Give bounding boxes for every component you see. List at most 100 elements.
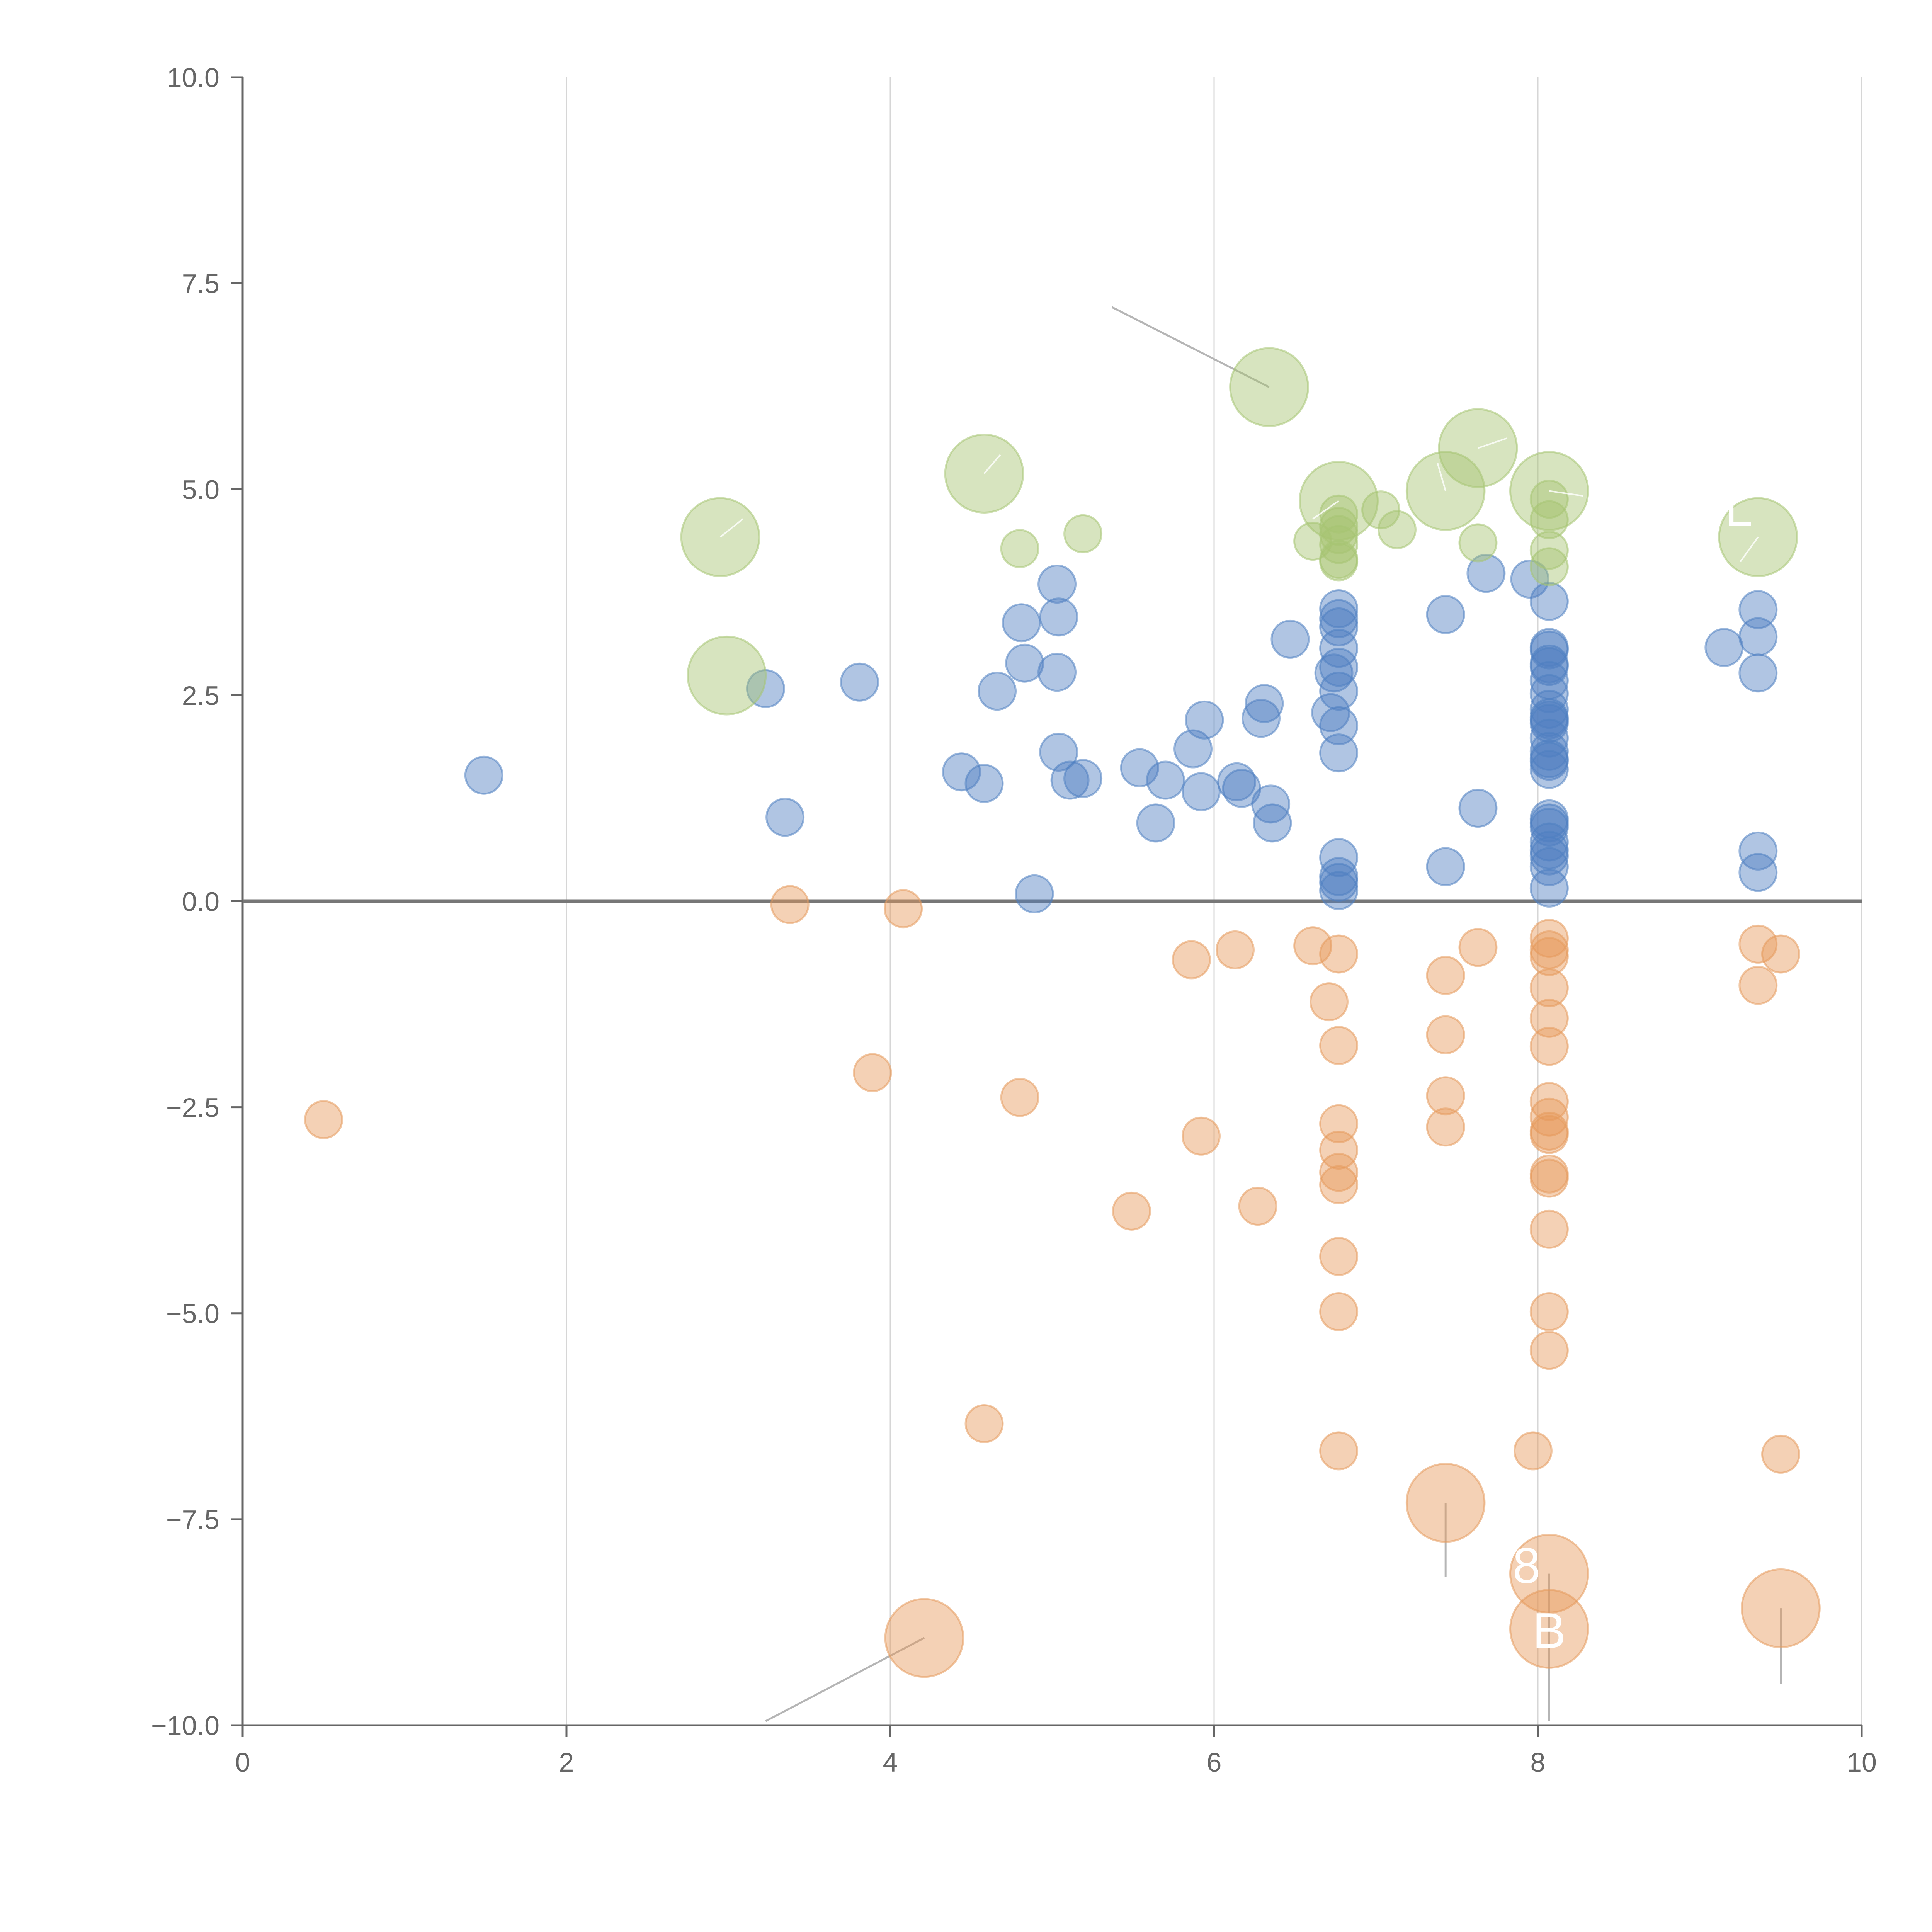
blue-bubble (1050, 760, 1090, 800)
blue-bubble (1245, 684, 1284, 723)
blue-bubble (1510, 560, 1549, 599)
orange-bubble (884, 1598, 964, 1678)
orange-bubble (1238, 1187, 1277, 1226)
orange-bubble (1738, 966, 1778, 1005)
bubble-label: B (1532, 1602, 1566, 1659)
x-tick-label: 6 (1207, 1747, 1222, 1777)
blue-bubble (1063, 759, 1103, 798)
orange-bubble (1513, 1431, 1553, 1471)
blue-bubble (1319, 862, 1359, 902)
bubble-label: 8 (1513, 1537, 1541, 1594)
orange-bubble (1426, 1076, 1465, 1116)
blue-bubble (1738, 617, 1778, 656)
green-bubble (1529, 480, 1569, 519)
blue-bubble (1319, 607, 1359, 646)
blue-bubble (765, 798, 805, 837)
orange-bubble (1509, 1589, 1589, 1669)
x-tick-label: 4 (883, 1747, 898, 1777)
orange-bubble (1309, 982, 1349, 1022)
green-bubble (1529, 547, 1569, 587)
blue-bubble (1242, 699, 1281, 738)
blue-bubble (1015, 874, 1054, 913)
blue-bubble (464, 755, 503, 795)
blue-bubble (1319, 648, 1359, 687)
blue-bubble (1529, 647, 1569, 686)
orange-bubble (1529, 1158, 1569, 1198)
blue-bubble (1319, 871, 1359, 910)
orange-bubble (1529, 1292, 1569, 1331)
green-bubble (1361, 490, 1401, 530)
orange-bubble (1405, 1463, 1486, 1543)
blue-bubble (840, 662, 879, 702)
blue-bubble (964, 764, 1004, 803)
bubble-inner-line (1740, 536, 1759, 563)
orange-bubble (1319, 1026, 1359, 1065)
orange-bubble (1529, 1027, 1569, 1066)
inner-lines (719, 437, 1759, 563)
y-tick-label: −7.5 (166, 1505, 219, 1535)
blue-bubble (1529, 630, 1569, 670)
x-tick-label: 10 (1847, 1747, 1877, 1777)
green-bubble (1319, 525, 1359, 564)
bubble-label: L (1725, 480, 1752, 536)
blue-bubble (1185, 700, 1224, 740)
y-tick-label: −10.0 (151, 1711, 219, 1741)
blue-bubble (1426, 847, 1465, 886)
green-bubble (1529, 531, 1569, 570)
orange-bubble (1215, 930, 1255, 969)
orange-bubble (1319, 1165, 1359, 1204)
orange-bubble (1426, 1015, 1465, 1054)
bubbles (304, 347, 1821, 1678)
blue-bubble (1738, 590, 1778, 629)
blue-bubble (1270, 619, 1310, 659)
orange-bubble (1458, 928, 1498, 967)
y-tick-label: −5.0 (166, 1299, 219, 1329)
blue-bubble (942, 752, 981, 792)
blue-bubble (1529, 868, 1569, 908)
orange-bubble (1293, 926, 1333, 966)
blue-bubble (1039, 597, 1078, 637)
orange-bubble (1509, 1534, 1589, 1614)
orange-bubble (1319, 934, 1359, 974)
orange-bubble (1319, 1153, 1359, 1192)
blue-bubble (1037, 564, 1077, 604)
blue-bubble (1136, 803, 1175, 843)
orange-bubble (1112, 1191, 1151, 1231)
blue-bubble (1738, 831, 1778, 871)
bubble-inner-line (983, 454, 1001, 474)
blue-bubble (1704, 628, 1744, 667)
orange-bubble (1738, 924, 1778, 964)
blue-bubble (1738, 853, 1778, 892)
orange-bubble (1172, 940, 1211, 980)
blue-bubble (1458, 789, 1498, 828)
x-tick-label: 0 (235, 1747, 250, 1777)
bubble-inner-line (1549, 490, 1583, 497)
blue-bubble (1173, 729, 1213, 769)
x-tick-label: 2 (559, 1747, 574, 1777)
orange-bubble (1741, 1568, 1821, 1648)
blue-bubble (1529, 582, 1569, 621)
orange-bubble (1000, 1078, 1039, 1117)
blue-bubble (1319, 672, 1359, 711)
orange-bubble (1181, 1116, 1221, 1156)
orange-bubble (964, 1404, 1004, 1444)
blue-bubble (1319, 706, 1359, 745)
blue-bubble (1529, 836, 1569, 876)
orange-bubble (1319, 1292, 1359, 1331)
orange-bubble (1529, 1209, 1569, 1249)
blue-bubble (1529, 750, 1569, 789)
orange-bubble (853, 1053, 892, 1092)
blue-bubble (1738, 653, 1778, 693)
blue-bubble (1253, 803, 1292, 843)
green-bubble (1529, 500, 1569, 539)
y-tick-label: 10.0 (167, 63, 219, 93)
y-tick-label: 2.5 (182, 680, 219, 711)
bubble-inner-line (1312, 500, 1339, 520)
green-bubble (687, 635, 767, 716)
y-tick-label: 7.5 (182, 269, 219, 299)
orange-bubble (770, 885, 810, 924)
leader-lines (765, 306, 1782, 1722)
blue-bubble (1319, 599, 1359, 638)
orange-bubble (1319, 1131, 1359, 1170)
